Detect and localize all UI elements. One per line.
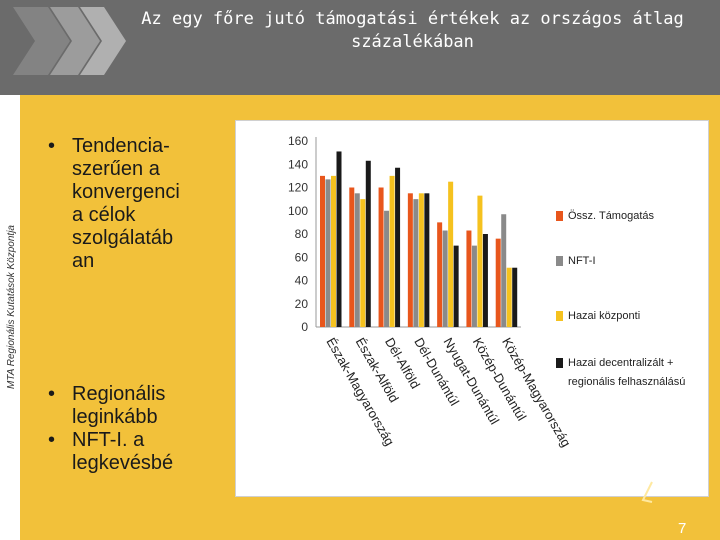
bar-1-6 [501, 214, 507, 327]
bullet-text-line: NFT-I. a [72, 429, 145, 451]
bar-3-0 [336, 151, 342, 327]
legend-swatch-2 [556, 311, 563, 321]
bar-2-5 [477, 195, 483, 327]
bar-2-1 [360, 199, 366, 327]
y-tick-label: 20 [295, 297, 309, 311]
arrow-decoration-icon [641, 481, 653, 503]
legend-swatch-0 [556, 211, 563, 221]
chart-panel: 0 20 40 60 80 100 120 140 160 Észak-Magyarország É… [235, 120, 709, 497]
bar-0-0 [320, 175, 325, 327]
rkk-logo-icon [13, 7, 126, 75]
bullet-icon: • [48, 135, 56, 157]
bar-2-3 [418, 193, 424, 327]
bar-1-4 [442, 230, 448, 327]
bullet-icon: • [48, 429, 56, 451]
bullet-text-line: an [72, 250, 95, 272]
bar-3-3 [424, 193, 430, 327]
bar-0-6 [495, 238, 501, 327]
bullet-text-line: szerűen a [72, 158, 160, 180]
header-bar: Az egy főre jutó támogatási értékek az o… [0, 0, 720, 95]
bar-1-5 [471, 245, 477, 327]
bar-2-2 [389, 175, 395, 327]
legend-label: Össz. Támogatás [568, 210, 654, 222]
bar-2-0 [331, 175, 336, 327]
bullet-text-line: a célok [72, 204, 136, 226]
bar-2-6 [506, 267, 512, 327]
bar-0-3 [407, 193, 413, 327]
y-tick-label: 60 [295, 250, 309, 264]
bullet-text-line: legkevésbé [72, 452, 174, 474]
y-tick-label: 120 [288, 181, 308, 195]
bullet-list-bottom: • Regionális leginkább • NFT-I. a legkevés… [48, 383, 248, 475]
legend-label: NFT-I [568, 255, 596, 267]
bar-3-4 [453, 245, 459, 327]
institution-label: MTA Regionális Kutatások Központja [6, 225, 17, 389]
bar-chart: 020406080100120140160Észak-MagyarországÉ… [288, 134, 685, 450]
bar-3-2 [395, 167, 401, 327]
y-tick-label: 100 [288, 204, 308, 218]
bullet-text-line: Tendencia- [72, 135, 170, 157]
slide-content: • Tendencia- szerűen a konvergenci a célo… [20, 95, 720, 540]
legend-label: Hazai központi [568, 310, 640, 322]
bar-2-4 [448, 181, 454, 327]
y-tick-label: 40 [295, 274, 309, 288]
y-tick-label: 0 [301, 320, 308, 334]
y-tick-label: 140 [288, 157, 308, 171]
bar-3-6 [512, 267, 518, 327]
bar-0-1 [349, 187, 355, 327]
bullet-text-line: konvergenci [72, 181, 180, 203]
bullet-list-top: • Tendencia- szerűen a konvergenci a célo… [48, 135, 238, 273]
bar-0-5 [466, 230, 472, 327]
bar-3-1 [365, 160, 371, 327]
y-tick-label: 80 [295, 227, 309, 241]
bar-1-1 [354, 193, 360, 327]
bullet-text-line: Regionális [72, 383, 166, 405]
bar-1-0 [325, 179, 331, 327]
legend-swatch-3 [556, 358, 563, 368]
bar-3-5 [482, 234, 488, 327]
slide-title: Az egy főre jutó támogatási értékek az o… [141, 9, 684, 52]
y-tick-label: 160 [288, 134, 308, 148]
page-number: 7 [678, 520, 687, 537]
bullet-icon: • [48, 383, 56, 405]
legend-label: Hazai decentralizált + [568, 357, 673, 369]
legend-label: regionális felhasználású [568, 376, 685, 388]
legend-swatch-1 [556, 256, 563, 266]
bullet-text-line: leginkább [72, 406, 158, 428]
bar-0-4 [437, 222, 443, 327]
bar-1-2 [384, 210, 390, 327]
bar-0-2 [378, 187, 384, 327]
bar-1-3 [413, 199, 419, 327]
side-strip: MTA Regionális Kutatások Központja [0, 95, 20, 540]
bullet-text-line: szolgálatáb [72, 227, 174, 249]
